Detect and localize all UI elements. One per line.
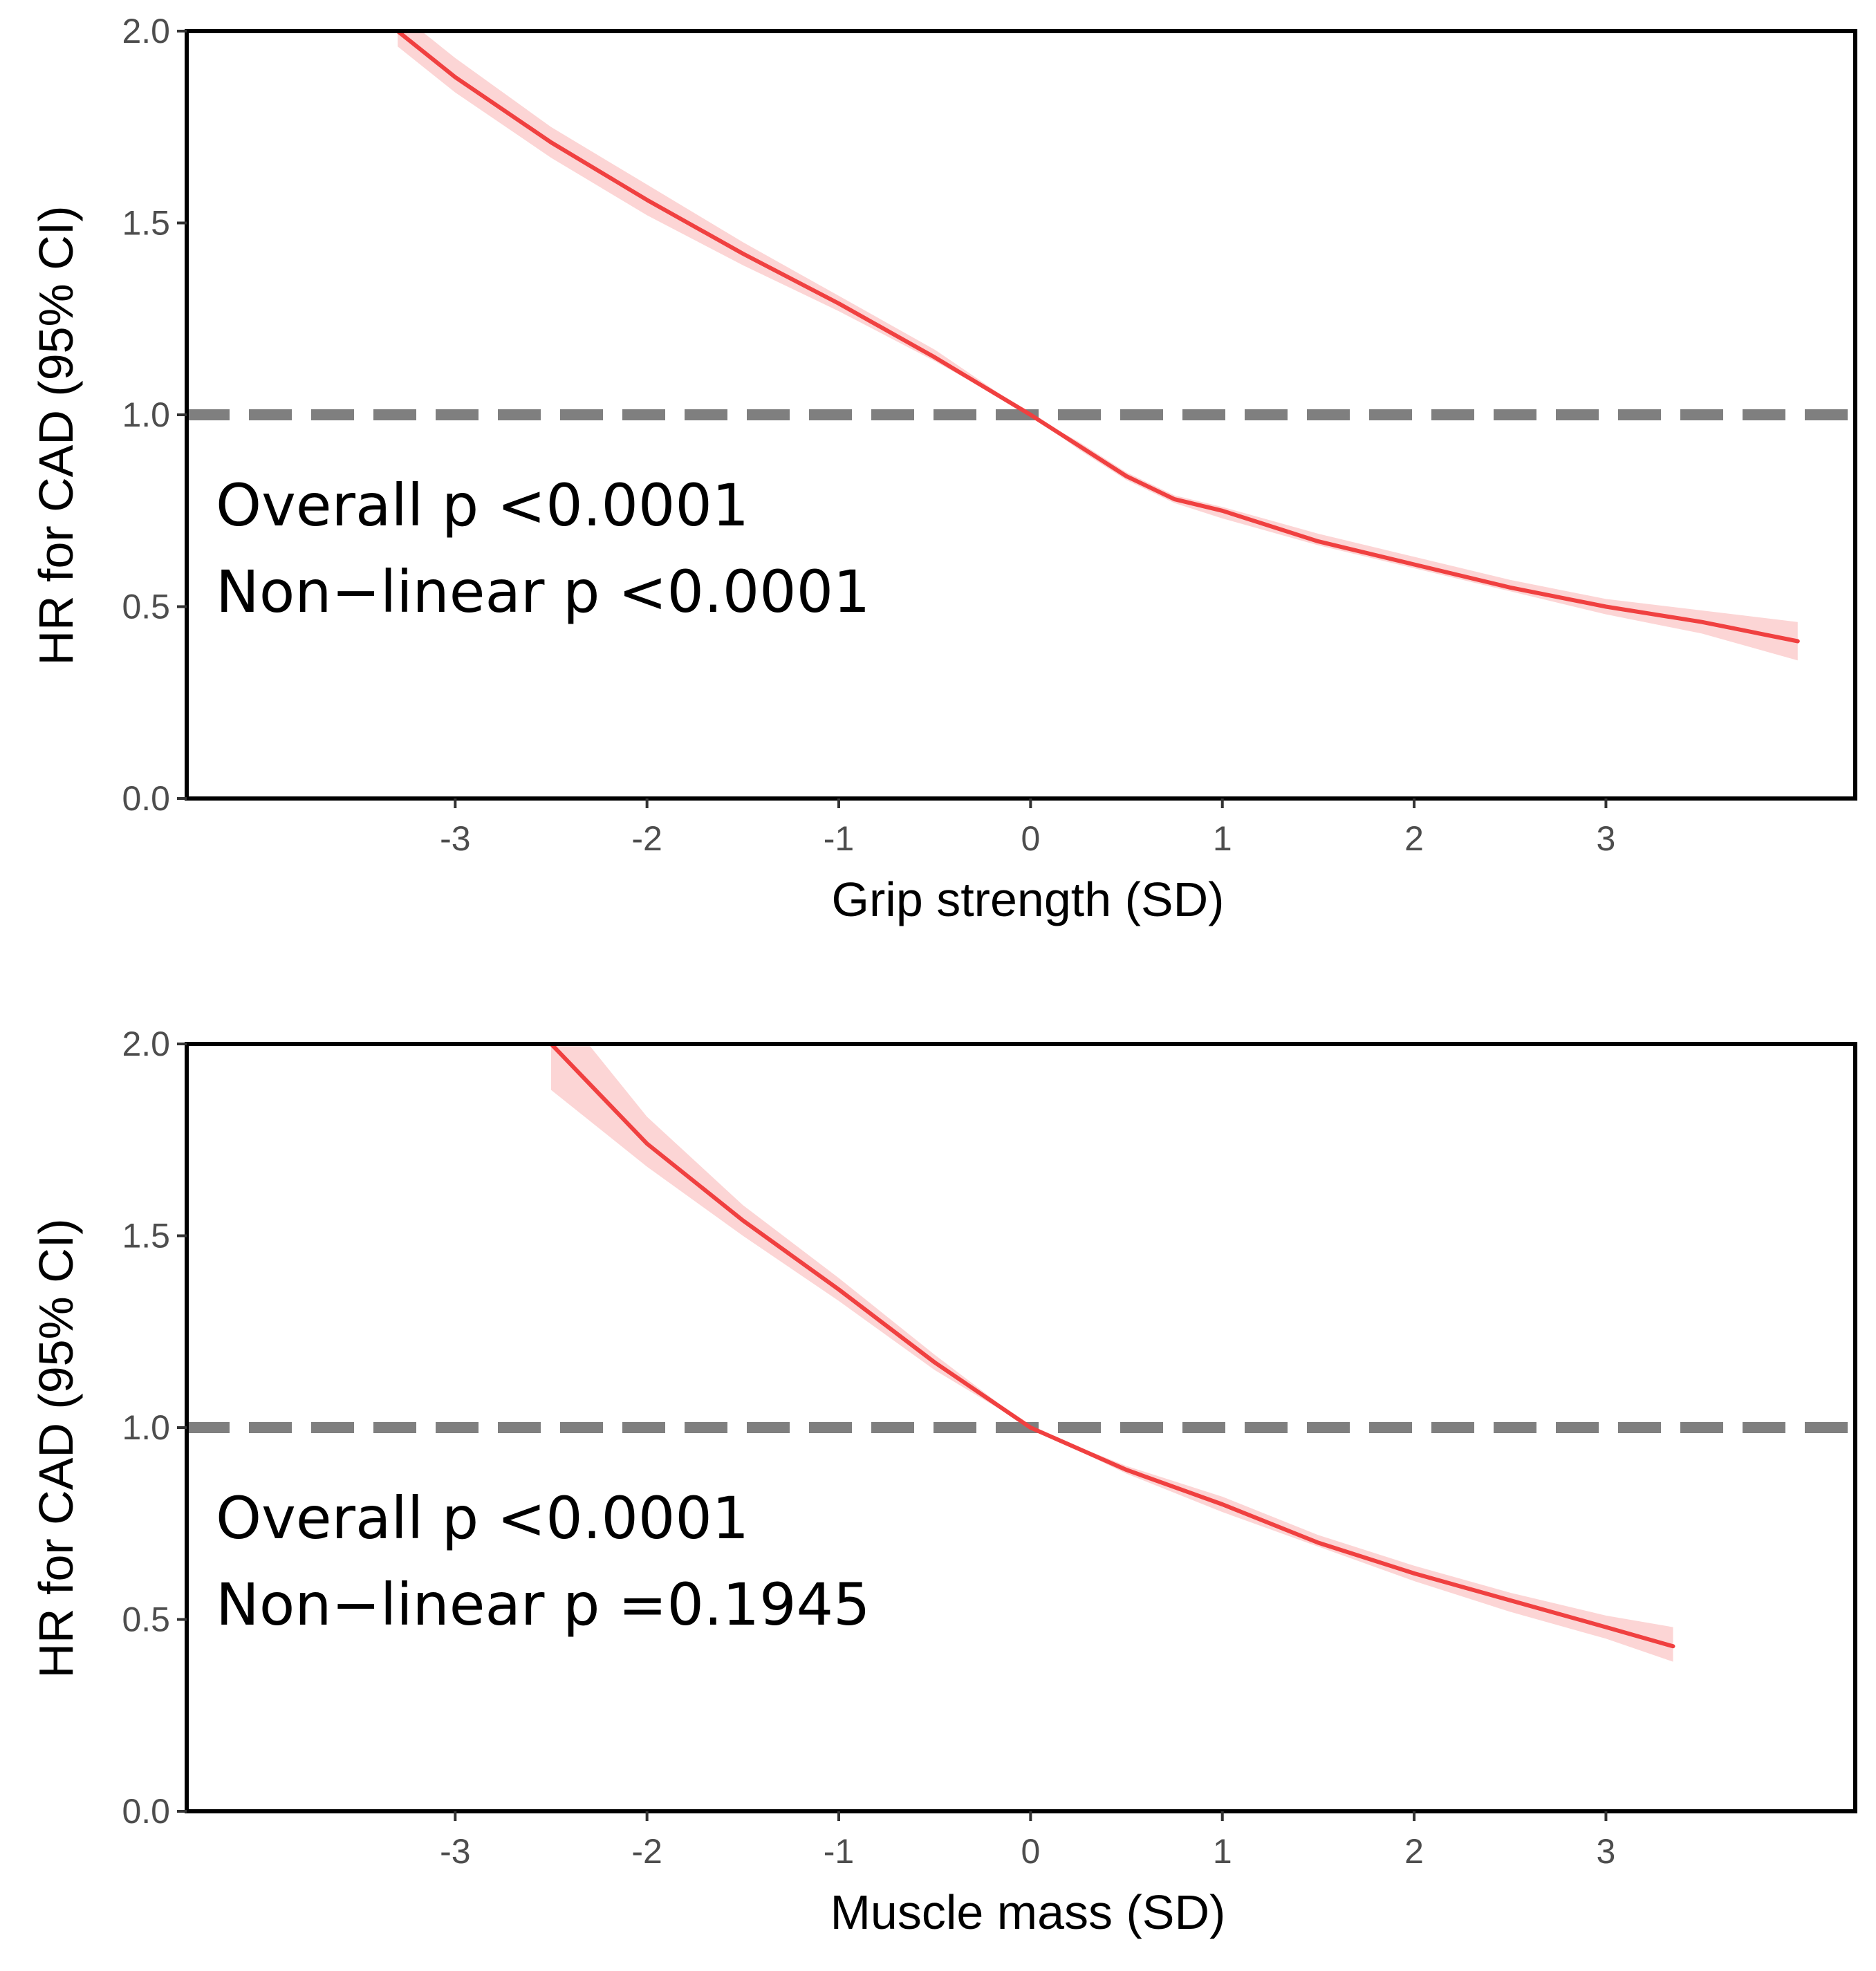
hr-line [549, 1044, 1675, 1649]
y-tick-label: 1.5 [122, 1217, 170, 1255]
x-tick-label: -1 [824, 819, 854, 858]
p-value-annotation: Non−linear p =0.1945 [216, 1571, 870, 1638]
y-tick-label: 0.5 [122, 588, 170, 626]
y-tick-label: 2.0 [122, 12, 170, 50]
x-tick-label: 3 [1597, 819, 1616, 858]
ci-band [551, 1044, 1673, 1662]
x-tick-label: 2 [1404, 1832, 1424, 1871]
x-tick-label: 2 [1404, 819, 1424, 858]
y-tick-label: 0.0 [122, 779, 170, 818]
x-tick-label: -3 [440, 819, 470, 858]
p-value-annotation: Overall p <0.0001 [216, 1484, 749, 1552]
x-tick-label: -3 [440, 1832, 470, 1871]
x-tick-label: 1 [1213, 1832, 1232, 1871]
x-tick-label: -2 [631, 819, 662, 858]
x-tick-label: 0 [1021, 819, 1040, 858]
y-tick-label: 1.0 [122, 395, 170, 434]
x-tick-label: 0 [1021, 1832, 1040, 1871]
p-value-annotation: Non−linear p <0.0001 [216, 558, 870, 626]
y-tick-label: 1.0 [122, 1408, 170, 1447]
x-tick-label: 1 [1213, 819, 1232, 858]
y-tick-label: 2.0 [122, 1025, 170, 1063]
y-axis-title: HR for CAD (95% CI) [29, 205, 83, 665]
x-tick-label: -1 [824, 1832, 854, 1871]
y-tick-label: 1.5 [122, 204, 170, 243]
p-value-annotation: Overall p <0.0001 [216, 471, 749, 539]
x-tick-label: 3 [1597, 1832, 1616, 1871]
y-tick-label: 0.0 [122, 1792, 170, 1831]
hr-line [396, 31, 1800, 644]
x-axis-title: Grip strength (SD) [832, 872, 1225, 926]
chart-panel-2: 0.0 0.5 1.0 1.5 2.0 -3 -2 -1 0 1 2 3 Muscle mass (SD… [29, 1025, 1857, 1939]
y-axis-title: HR for CAD (95% CI) [29, 1218, 83, 1678]
chart-panel-1: 0.0 0.5 1.0 1.5 2.0 -3 -2 -1 0 1 2 3 Grip strength (… [29, 12, 1857, 926]
x-axis-title: Muscle mass (SD) [830, 1885, 1226, 1939]
y-tick-label: 0.5 [122, 1600, 170, 1639]
x-tick-label: -2 [631, 1832, 662, 1871]
